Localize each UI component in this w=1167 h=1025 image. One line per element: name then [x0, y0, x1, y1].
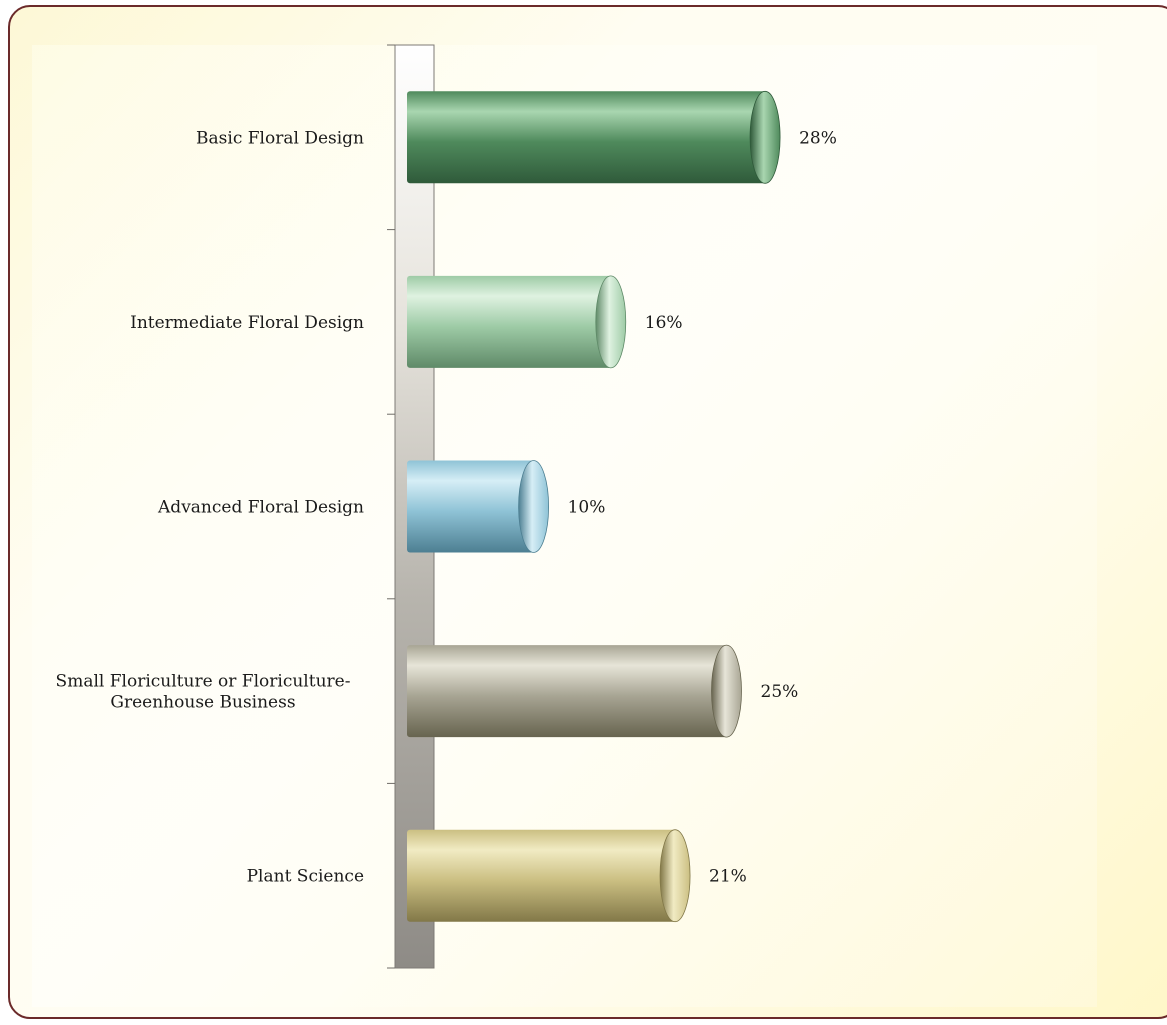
category-label-line: Basic Floral Design	[196, 128, 364, 148]
bar	[407, 275, 613, 368]
category-label-line: Advanced Floral Design	[157, 498, 364, 518]
category-label-line: Intermediate Floral Design	[130, 313, 364, 333]
bar	[407, 829, 678, 922]
bars	[407, 90, 781, 923]
data-label: 25%	[761, 682, 799, 702]
bar-end-cap	[749, 90, 781, 184]
data-label: 28%	[799, 128, 837, 148]
category-label: Basic Floral Design	[196, 128, 364, 148]
category-label-line: Greenhouse Business	[110, 693, 295, 713]
category-label: Plant Science	[247, 867, 364, 887]
data-label: 10%	[568, 498, 606, 518]
labels: 28% Basic Floral Design 16% Intermediate Fl…	[56, 128, 837, 886]
data-label: 21%	[709, 867, 747, 887]
bar	[407, 645, 729, 738]
bar-end-cap	[595, 275, 627, 369]
bar	[407, 460, 536, 553]
category-label: Intermediate Floral Design	[130, 313, 364, 333]
bar-end-cap	[711, 644, 742, 738]
data-label: 16%	[645, 313, 683, 333]
bar-end-cap	[518, 460, 549, 553]
category-label-line: Small Floriculture or Floriculture-	[56, 672, 351, 692]
category-label: Small Floriculture or Floriculture-Green…	[56, 672, 351, 713]
category-label: Advanced Floral Design	[157, 498, 364, 518]
category-label-line: Plant Science	[247, 867, 364, 887]
bar	[407, 91, 768, 184]
bar-end-cap	[659, 829, 691, 923]
